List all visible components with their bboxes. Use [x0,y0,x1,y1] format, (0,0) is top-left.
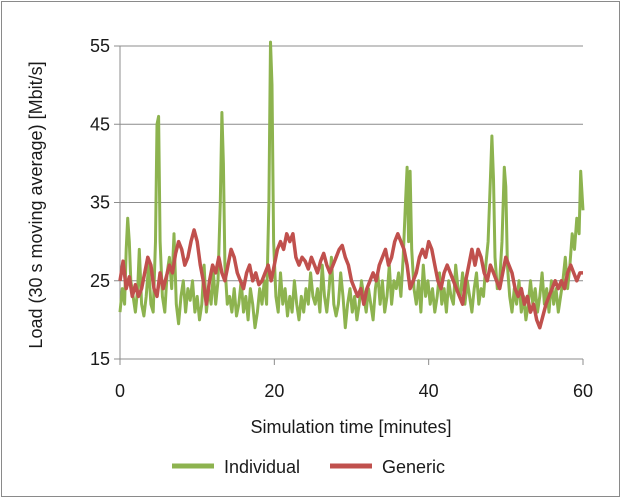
x-tick-label: 20 [264,381,284,401]
gridlines [114,45,584,365]
legend-label-generic: Generic [382,457,445,477]
x-tick-label: 0 [115,381,125,401]
y-axis-title: Load (30 s moving average) [Mbit/s] [26,61,46,348]
y-tick-labels: 15 25 35 45 55 [90,36,110,369]
x-tick-label: 60 [573,381,593,401]
y-tick-label: 35 [90,193,110,213]
series-line-individual [118,40,585,330]
legend-label-individual: Individual [224,457,300,477]
series-lines [118,40,585,330]
y-tick-label: 25 [90,271,110,291]
x-tick-labels: 0 20 40 60 [115,381,593,401]
x-tick-label: 40 [419,381,439,401]
y-tick-label: 55 [90,36,110,56]
x-axis-title: Simulation time [minutes] [250,417,451,437]
y-tick-label: 15 [90,349,110,369]
legend: Individual Generic [172,457,445,477]
series-line-generic [118,228,583,330]
y-tick-label: 45 [90,114,110,134]
